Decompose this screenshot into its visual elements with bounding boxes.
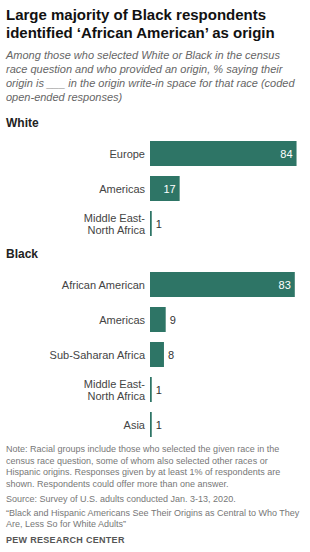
- category-label: African American: [62, 279, 145, 291]
- chart-subtitle: Among those who selected White or Black …: [6, 48, 300, 104]
- category-label: Asia: [124, 419, 146, 431]
- category-label: Europe: [110, 148, 145, 160]
- category-label: Middle East-North Africa: [84, 378, 146, 402]
- bar: [150, 211, 152, 236]
- category-label: Middle East-North Africa: [84, 212, 146, 236]
- bar-chart: Black African American 83 Americas 9 Sub-Saha…: [0, 243, 310, 442]
- note: Note: Racial groups include those who se…: [6, 444, 302, 490]
- data-label: 84: [280, 148, 292, 160]
- chart-title: Large majority of Black respondents iden…: [6, 6, 300, 42]
- chart-page: Large majority of Black respondents iden…: [0, 6, 310, 545]
- data-label: 17: [163, 183, 175, 195]
- bar: [150, 412, 152, 437]
- credit: PEW RESEARCH CENTER: [6, 535, 302, 545]
- bars: [150, 141, 297, 236]
- bar: [150, 272, 295, 297]
- labels: Europe 84 Americas 17 Middle East-North Afri…: [84, 148, 293, 236]
- labels: African American 83 Americas 9 Sub-Saharan A…: [50, 279, 291, 431]
- data-label: 1: [156, 419, 162, 431]
- data-label: 83: [279, 279, 291, 291]
- group-title: White: [6, 116, 39, 130]
- category-label: Sub-Saharan Africa: [50, 349, 146, 361]
- bar: [150, 307, 166, 332]
- data-label: 8: [168, 349, 174, 361]
- bar-chart: White Europe 84 Americas 17 Middle East-North…: [0, 112, 310, 241]
- category-label: Americas: [99, 314, 145, 326]
- bar: [150, 176, 180, 201]
- bar: [150, 342, 164, 367]
- data-label: 9: [170, 314, 176, 326]
- report-title: “Black and Hispanic Americans See Their …: [6, 508, 302, 531]
- source: Source: Survey of U.S. adults conducted …: [6, 494, 302, 506]
- group-title: Black: [6, 247, 38, 261]
- bars: [150, 272, 295, 437]
- data-label: 1: [156, 384, 162, 396]
- category-label: Americas: [99, 183, 145, 195]
- data-label: 1: [156, 218, 162, 230]
- bar: [150, 141, 297, 166]
- bar: [150, 377, 152, 402]
